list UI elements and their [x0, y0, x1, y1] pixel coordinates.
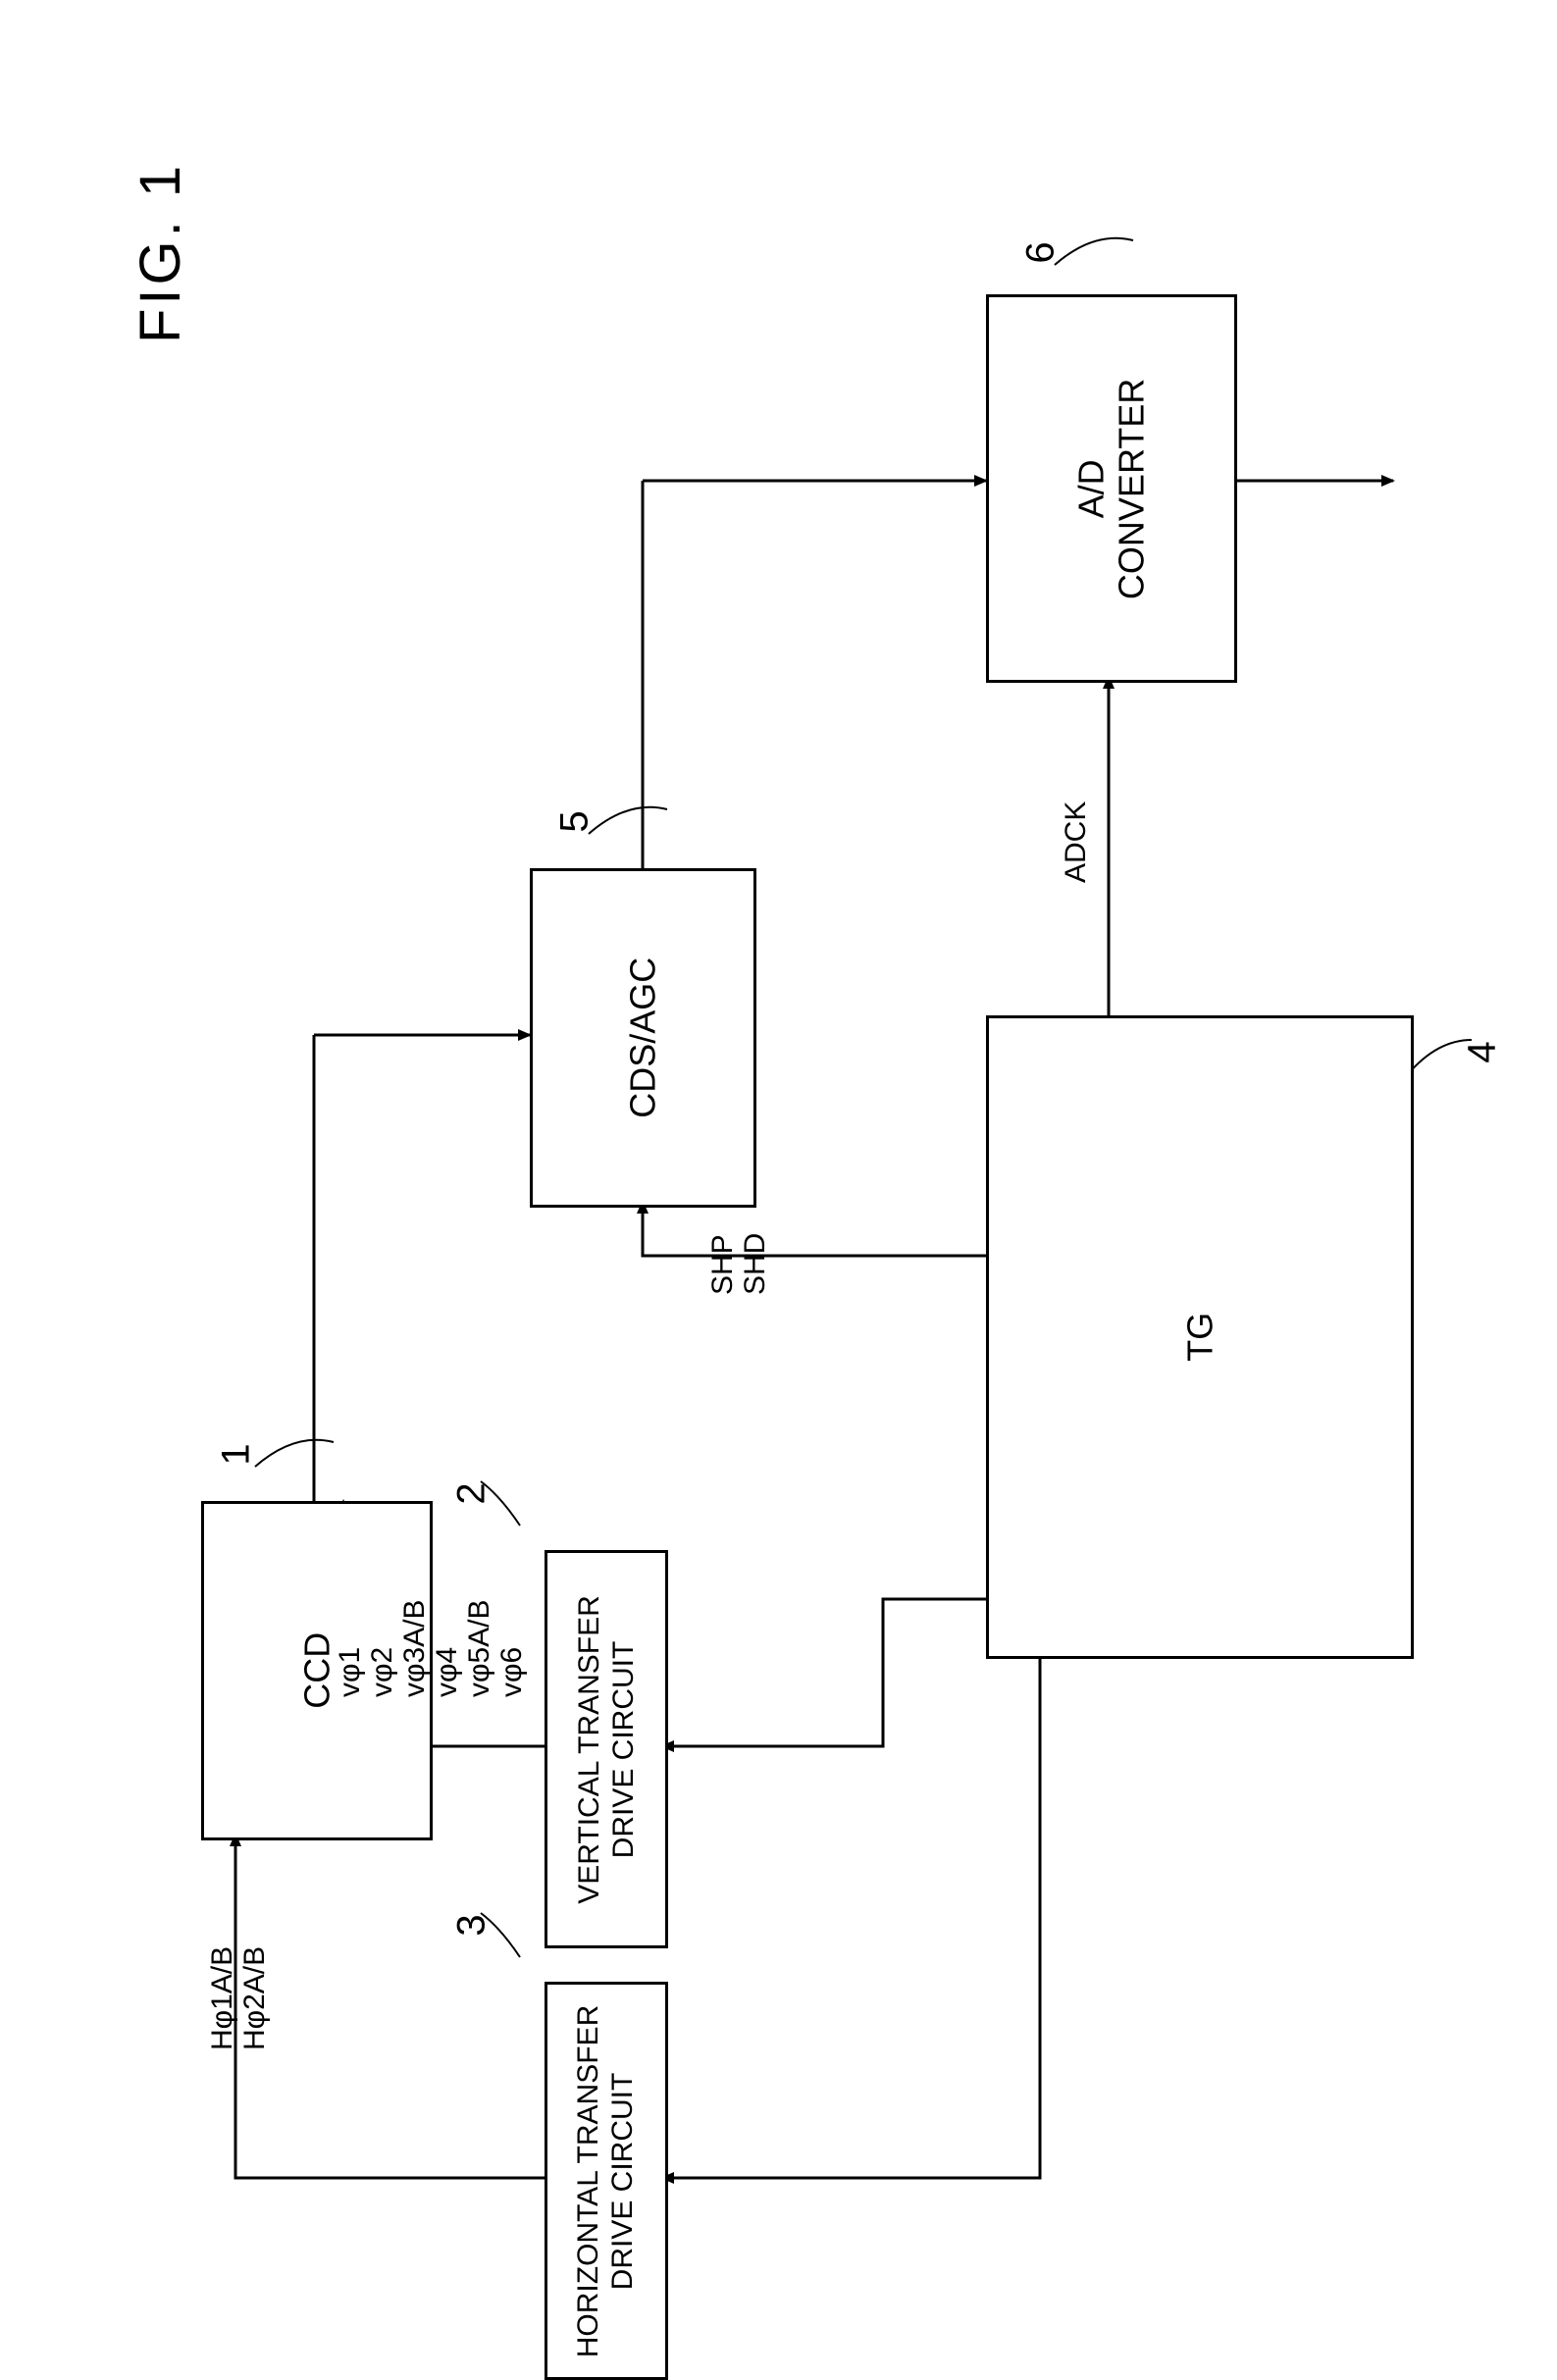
signal-vphi: vφ1 vφ2 vφ3A/B vφ4 vφ5A/B vφ6	[334, 1600, 528, 1698]
ref-adc: 6	[1019, 241, 1064, 263]
block-tg-label: TG	[1179, 1313, 1220, 1362]
block-ad-converter: A/D CONVERTER	[986, 294, 1237, 683]
block-adc-label: A/D CONVERTER	[1071, 378, 1153, 598]
block-ccd-label: CCD	[296, 1632, 337, 1709]
block-htdc-label: HORIZONTAL TRANSFER DRIVE CIRCUIT	[573, 2004, 641, 2356]
ref-tg: 4	[1461, 1041, 1505, 1062]
signal-hphi: Hφ1A/B Hφ2A/B	[206, 1946, 271, 2050]
block-cds-label: CDS/AGC	[623, 957, 663, 1118]
ref-vtdc: 2	[450, 1482, 494, 1504]
block-vertical-transfer-drive-circuit: VERTICAL TRANSFER DRIVE CIRCUIT	[545, 1550, 668, 1948]
block-cds-agc: CDS/AGC	[530, 868, 756, 1208]
ref-ccd: 1	[215, 1443, 259, 1465]
ref-cds: 5	[553, 810, 597, 832]
block-tg: TG	[986, 1015, 1414, 1659]
diagram-canvas: FIG. 1	[0, 0, 1557, 2127]
signal-adck: ADCK	[1060, 802, 1093, 883]
block-vtdc-label: VERTICAL TRANSFER DRIVE CIRCUIT	[573, 1595, 641, 1904]
ref-htdc: 3	[450, 1914, 494, 1936]
signal-shp-shd: SHP SHD	[706, 1233, 771, 1295]
block-horizontal-transfer-drive-circuit: HORIZONTAL TRANSFER DRIVE CIRCUIT	[545, 1982, 668, 2380]
